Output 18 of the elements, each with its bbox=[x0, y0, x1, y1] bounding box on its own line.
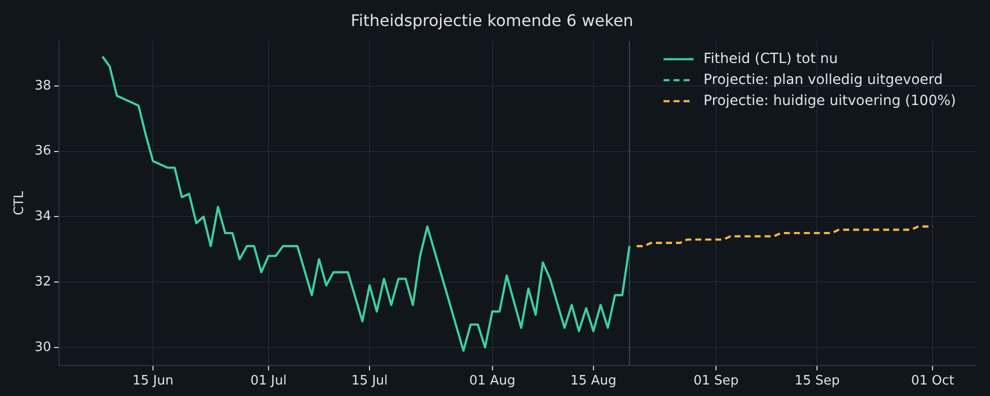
y-tick-label: 34 bbox=[34, 209, 52, 224]
y-tick-label: 32 bbox=[34, 274, 52, 290]
y-tick-label: 36 bbox=[34, 144, 52, 159]
x-tick-label: 01 Aug bbox=[469, 374, 516, 389]
x-tick-label: 01 Sep bbox=[694, 374, 739, 389]
chart-title: Fitheidsprojectie komende 6 weken bbox=[350, 10, 634, 30]
x-tick-label: 01 Jul bbox=[250, 374, 287, 389]
legend-label: Projectie: huidige uitvoering (100%) bbox=[704, 92, 956, 109]
x-tick-label: 15 Jul bbox=[351, 374, 388, 389]
y-tick-label: 38 bbox=[34, 78, 52, 94]
x-tick-label: 15 Jun bbox=[132, 374, 174, 389]
y-tick-label: 30 bbox=[34, 340, 52, 355]
x-tick-label: 15 Aug bbox=[570, 374, 616, 389]
y-axis-title: CTL bbox=[12, 190, 28, 216]
x-tick-label: 01 Oct bbox=[911, 374, 954, 389]
legend-label: Fitheid (CTL) tot nu bbox=[704, 50, 838, 67]
legend-label: Projectie: plan volledig uitgevoerd bbox=[704, 72, 943, 88]
x-tick-label: 15 Sep bbox=[794, 374, 840, 389]
